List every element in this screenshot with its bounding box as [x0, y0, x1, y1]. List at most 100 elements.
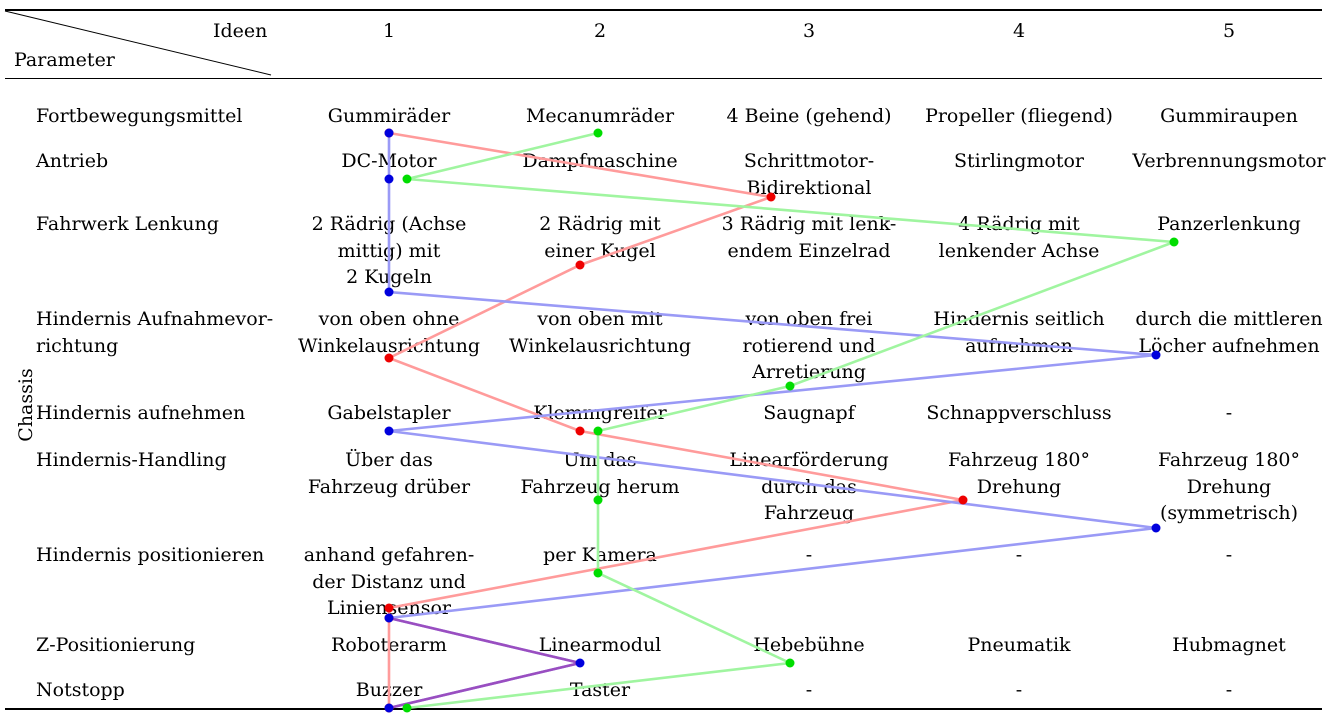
- parameter-label: Fahrwerk Lenkung: [36, 213, 219, 235]
- option-cell: Dampfmaschine: [522, 150, 678, 172]
- concept-path-node-blue: [384, 426, 394, 436]
- option-cell: -: [1225, 402, 1233, 424]
- concept-path-line-red: [385, 131, 964, 708]
- option-cell: der Distanz und: [312, 570, 466, 593]
- option-cell: aufnehmen: [965, 334, 1073, 357]
- option-cell: anhand gefahren-: [303, 544, 475, 566]
- column-header-3: 3: [802, 20, 816, 42]
- concept-path-node-red: [575, 426, 585, 436]
- option-cell: (symmetrisch): [1159, 502, 1299, 524]
- option-cell: Fahrzeug drüber: [307, 475, 471, 498]
- parameter-label: Hindernis Aufnahmevor-: [36, 308, 274, 330]
- parameter-label: Hindernis positionieren: [36, 544, 265, 566]
- option-cell: rotierend und: [742, 334, 876, 357]
- option-cell: Schrittmotor-: [743, 150, 875, 172]
- parameter-label: Parameter: [14, 49, 115, 71]
- header-rule: [5, 78, 1322, 79]
- concept-path-node-green: [785, 381, 795, 391]
- concept-path-node-green: [785, 658, 795, 668]
- option-cell: Fahrzeug 180°: [1158, 449, 1300, 471]
- option-cell: Stirlingmotor: [954, 150, 1084, 172]
- parameter-label: Hindernis aufnehmen: [36, 402, 246, 424]
- option-cell: Verbrennungsmotor: [1132, 150, 1326, 172]
- option-cell: Fahrzeug herum: [520, 475, 680, 498]
- option-cell: per Kamera: [543, 544, 657, 566]
- option-cell: endem Einzelrad: [727, 239, 891, 262]
- option-cell: Schnappverschluss: [926, 402, 1112, 424]
- concept-path-node-red: [958, 495, 968, 505]
- parameter-label: Fortbewegungsmittel: [36, 105, 243, 127]
- concept-path-node-blue: [384, 703, 394, 713]
- option-cell: 2 Rädrig mit: [539, 213, 661, 235]
- option-cell: lenkender Achse: [938, 239, 1100, 262]
- option-cell: Pneumatik: [967, 634, 1071, 656]
- concept-path-node-red: [384, 603, 394, 613]
- option-cell: Linearmodul: [538, 634, 662, 656]
- option-cell: von oben mit: [537, 308, 663, 330]
- concept-path-node-green: [402, 174, 412, 184]
- bottom-rule: [5, 708, 1322, 710]
- shared-path-segment: [388, 616, 581, 710]
- concept-path-node-blue: [384, 174, 394, 184]
- option-cell: Panzerlenkung: [1157, 213, 1301, 235]
- option-cell: 3 Rädrig mit lenk-: [721, 213, 897, 235]
- column-header-5: 5: [1222, 20, 1236, 42]
- option-cell: -: [805, 679, 813, 701]
- option-cell: Mecanumräder: [525, 105, 675, 127]
- option-cell: einer Kugel: [544, 239, 656, 262]
- concept-path-node-green: [1169, 237, 1179, 247]
- option-cell: Winkelausrichtung: [509, 334, 691, 357]
- option-cell: Hebebühne: [753, 634, 865, 656]
- option-cell: 4 Beine (gehend): [726, 105, 892, 127]
- option-cell: Hubmagnet: [1172, 634, 1286, 656]
- parameter-label: Notstopp: [36, 679, 125, 701]
- concept-path-node-blue: [384, 287, 394, 297]
- option-cell: 4 Rädrig mit: [958, 213, 1080, 235]
- concept-path-line-blue: [387, 133, 1157, 710]
- concept-path-line-green: [406, 131, 1175, 710]
- concept-path-node-blue: [384, 613, 394, 623]
- concept-path-node-green: [593, 495, 603, 505]
- option-cell: Winkelausrichtung: [298, 334, 480, 357]
- column-header-2: 2: [593, 20, 607, 42]
- concept-path-node-red: [766, 192, 776, 202]
- concept-path-node-green: [402, 703, 412, 713]
- option-cell: Löcher aufnehmen: [1138, 334, 1320, 357]
- concept-path-node-blue: [1151, 350, 1161, 360]
- option-cell: Gummiraupen: [1160, 105, 1298, 127]
- option-cell: Hindernis seitlich: [933, 308, 1105, 330]
- concept-path-node-red: [575, 260, 585, 270]
- concept-path-node-green: [593, 568, 603, 578]
- option-cell: durch die mittleren: [1135, 308, 1323, 330]
- option-cell: -: [1225, 679, 1233, 701]
- option-cell: von oben ohne: [318, 308, 460, 330]
- option-cell: Fahrzeug: [763, 502, 855, 524]
- column-header-4: 4: [1012, 20, 1026, 42]
- option-cell: Bidirektional: [746, 176, 872, 199]
- option-cell: -: [805, 544, 813, 566]
- concept-path-node-blue: [1151, 523, 1161, 533]
- concept-path-node-red: [384, 353, 394, 363]
- option-cell: Über das: [345, 449, 433, 471]
- parameter-label: richtung: [36, 334, 119, 357]
- option-cell: Gummiräder: [327, 105, 451, 127]
- option-cell: -: [1225, 544, 1233, 566]
- concept-path-node-green: [593, 426, 603, 436]
- option-cell: Propeller (fliegend): [925, 105, 1113, 127]
- option-cell: Drehung: [976, 475, 1062, 498]
- option-cell: Gabelstapler: [327, 402, 451, 424]
- option-cell: Saugnapf: [763, 402, 855, 424]
- option-cell: -: [1015, 679, 1023, 701]
- option-cell: Fahrzeug 180°: [948, 449, 1090, 471]
- option-cell: Drehung: [1186, 475, 1272, 498]
- column-header-1: 1: [382, 20, 396, 42]
- option-cell: -: [1015, 544, 1023, 566]
- option-cell: Arretierung: [752, 361, 866, 383]
- parameter-label: Antrieb: [36, 150, 109, 172]
- parameter-label: Z-Positionierung: [36, 634, 196, 656]
- concept-path-node-blue: [575, 658, 585, 668]
- concept-path-node-blue: [384, 128, 394, 138]
- concept-path-node-green: [593, 128, 603, 138]
